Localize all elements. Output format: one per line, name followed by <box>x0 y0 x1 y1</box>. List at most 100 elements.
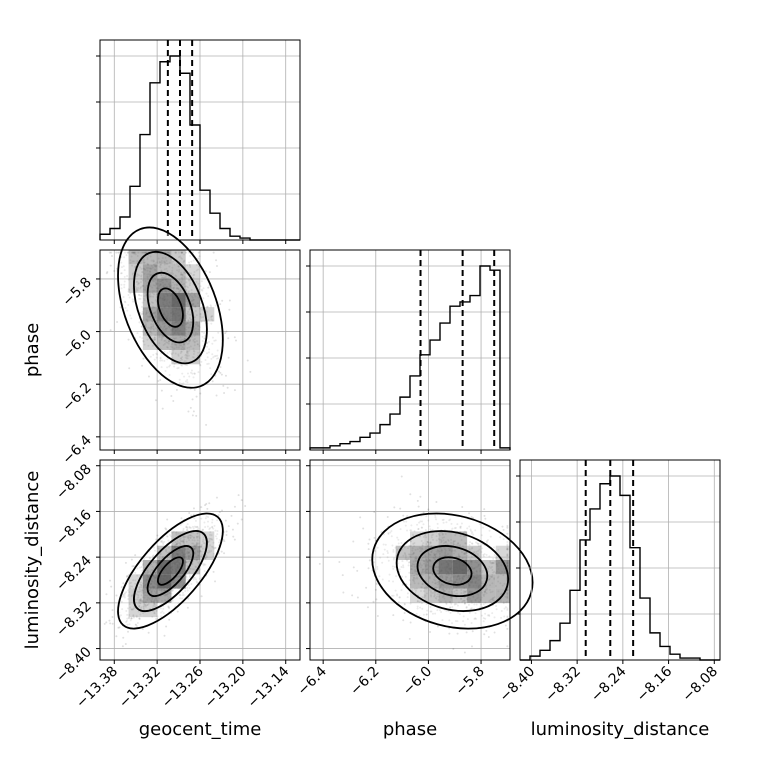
panel-phase-vs-geocent-time-sample-453 <box>149 255 152 258</box>
panel-phase-vs-geocent-time-sample-668 <box>219 303 222 306</box>
panel-phase-vs-geocent-time-sample-796 <box>199 392 202 395</box>
panel-phase-vs-geocent-time-sample-972 <box>178 378 181 381</box>
panel-phase-vs-geocent-time-sample-722 <box>124 301 127 304</box>
panel-phase-vs-geocent-time-sample-1116 <box>218 370 221 373</box>
panel-phase-vs-geocent-time-sample-979 <box>106 271 109 274</box>
panel-luminosity-distance-vs-phase-sample-618 <box>400 475 403 478</box>
panel-phase-vs-geocent-time-sample-461 <box>172 272 175 275</box>
panel-phase-vs-geocent-time-sample-626 <box>143 343 146 346</box>
panel-phase-vs-geocent-time-sample-736 <box>188 308 191 311</box>
panel-luminosity-distance-vs-geocent-time-sample-1106 <box>186 606 189 609</box>
panel-phase-vs-geocent-time-sample-950 <box>170 260 173 263</box>
panel-phase-vs-geocent-time-sample-570 <box>207 351 210 354</box>
panel-luminosity-distance-vs-geocent-time-sample-1387 <box>111 616 114 619</box>
panel-phase-vs-geocent-time-sample-1069 <box>136 251 139 254</box>
panel-luminosity-distance-vs-geocent-time-sample-940 <box>200 595 203 598</box>
panel-luminosity-distance-vs-phase-sample-1166 <box>436 625 439 628</box>
panel-phase-vs-geocent-time-sample-582 <box>140 267 143 270</box>
panel-phase-vs-geocent-time-sample-435 <box>183 260 186 263</box>
panel-phase-vs-geocent-time-sample-740 <box>123 269 126 272</box>
panel-phase-vs-geocent-time-sample-893 <box>141 305 144 308</box>
panel-phase-vs-geocent-time-sample-43 <box>170 395 173 398</box>
panel-phase-vs-geocent-time-sample-1003 <box>150 323 153 326</box>
panel-phase-vs-geocent-time-sample-1114 <box>194 316 197 319</box>
panel-phase-vs-geocent-time-sample-639 <box>148 295 151 298</box>
panel-phase-vs-geocent-time-sample-1062 <box>140 294 143 297</box>
xtick-label-geocent-time-4: −13.14 <box>245 663 293 711</box>
panel-phase-vs-geocent-time-sample-669 <box>192 338 195 341</box>
panel-luminosity-distance-vs-phase-sample-69 <box>367 548 370 551</box>
panel-phase-vs-geocent-time-sample-112 <box>213 339 216 342</box>
panel-luminosity-distance-vs-phase-sample-1031 <box>483 633 486 636</box>
panel-phase-vs-geocent-time-sample-46 <box>215 357 218 360</box>
panel-phase-vs-geocent-time-sample-1027 <box>172 281 175 284</box>
panel-phase-vs-geocent-time-sample-29 <box>136 280 139 283</box>
panel-phase-hist <box>306 249 511 454</box>
panel-phase-vs-geocent-time-sample-518 <box>201 339 204 342</box>
panel-phase-vs-geocent-time-sample-931 <box>190 288 193 291</box>
panel-phase-vs-geocent-time-sample-59 <box>178 256 181 259</box>
panel-phase-vs-geocent-time-sample-3 <box>186 312 189 315</box>
panel-phase-vs-geocent-time-sample-1050 <box>191 372 194 375</box>
panel-phase-vs-geocent-time-sample-743 <box>185 341 188 344</box>
panel-phase-vs-geocent-time-sample-179 <box>160 269 163 272</box>
panel-phase-vs-geocent-time-sample-285 <box>136 289 139 292</box>
panel-phase-vs-geocent-time-sample-198 <box>168 265 171 268</box>
panel-luminosity-distance-vs-phase-sample-287 <box>408 637 411 640</box>
panel-luminosity-distance-vs-geocent-time-sample-580 <box>231 528 234 531</box>
panel-luminosity-distance-vs-phase-sample-1055 <box>409 621 412 624</box>
panel-phase-vs-geocent-time-sample-940 <box>135 275 138 278</box>
panel-phase-vs-geocent-time-sample-238 <box>158 335 161 338</box>
xtick-label-phase-1: −6.2 <box>347 664 382 699</box>
panel-phase-vs-geocent-time-sample-608 <box>170 343 173 346</box>
panel-phase-vs-geocent-time-sample-730 <box>141 337 144 340</box>
panel-phase-vs-geocent-time-sample-205 <box>210 322 213 325</box>
panel-phase-vs-geocent-time-sample-190 <box>177 265 180 268</box>
panel-phase-vs-geocent-time <box>96 226 301 454</box>
panel-phase-vs-geocent-time-sample-716 <box>190 260 193 263</box>
ytick-label-phase-2: −6.0 <box>59 327 94 362</box>
panel-phase-vs-geocent-time-sample-616 <box>171 357 174 360</box>
panel-phase-vs-geocent-time-sample-925 <box>173 363 176 366</box>
panel-phase-vs-geocent-time-sample-403 <box>170 352 173 355</box>
panel-phase-vs-geocent-time-sample-945 <box>195 269 198 272</box>
panel-phase-vs-geocent-time-sample-883 <box>160 335 163 338</box>
panel-luminosity-distance-vs-geocent-time-sample-789 <box>223 552 226 555</box>
panel-luminosity-distance-vs-phase-sample-617 <box>468 512 471 515</box>
panel-phase-vs-geocent-time-sample-267 <box>158 261 161 264</box>
panel-phase-vs-geocent-time-sample-662 <box>206 341 209 344</box>
panel-phase-vs-geocent-time-sample-1047 <box>193 372 196 375</box>
panel-luminosity-distance-vs-geocent-time-sample-855 <box>215 496 218 499</box>
panel-phase-vs-geocent-time-sample-166 <box>127 338 130 341</box>
panel-luminosity-distance-vs-geocent-time-sample-768 <box>176 610 179 613</box>
panel-luminosity-distance-vs-phase-sample-722 <box>470 645 473 648</box>
panel-phase-vs-geocent-time-sample-835 <box>175 344 178 347</box>
panel-luminosity-distance-vs-phase-sample-1272 <box>367 542 370 545</box>
panel-phase-vs-geocent-time-sample-700 <box>188 313 191 316</box>
panel-phase-vs-geocent-time-sample-850 <box>131 260 134 263</box>
panel-phase-vs-geocent-time-sample-37 <box>142 259 145 262</box>
panel-phase-vs-geocent-time-sample-498 <box>138 297 141 300</box>
panel-phase-vs-geocent-time-sample-21 <box>159 359 162 362</box>
panel-phase-vs-geocent-time-sample-138 <box>150 295 153 298</box>
panel-phase-vs-geocent-time-sample-780 <box>198 255 201 258</box>
panel-phase-vs-geocent-time-sample-874 <box>133 251 136 254</box>
panel-luminosity-distance-vs-geocent-time-sample-724 <box>232 535 235 538</box>
panel-phase-vs-geocent-time-sample-824 <box>169 345 172 348</box>
panel-phase-vs-geocent-time-sample-434 <box>119 306 122 309</box>
panel-luminosity-distance-vs-geocent-time-sample-110 <box>121 645 124 648</box>
panel-phase-vs-geocent-time-sample-769 <box>182 261 185 264</box>
panel-phase-vs-geocent-time-sample-465 <box>163 268 166 271</box>
panel-phase-vs-geocent-time-sample-901 <box>162 276 165 279</box>
panel-phase-vs-geocent-time-sample-973 <box>172 287 175 290</box>
panel-phase-vs-geocent-time-sample-488 <box>183 259 186 262</box>
panel-phase-vs-geocent-time-sample-928 <box>138 321 141 324</box>
panel-phase-vs-geocent-time-sample-156 <box>129 261 132 264</box>
panel-phase-vs-geocent-time-sample-923 <box>110 255 113 258</box>
panel-luminosity-distance-hist-grid <box>516 460 720 664</box>
panel-phase-vs-geocent-time-sample-517 <box>139 266 142 269</box>
panel-phase-vs-geocent-time-sample-478 <box>180 348 183 351</box>
panel-phase-vs-geocent-time-sample-174 <box>183 375 186 378</box>
panel-phase-vs-geocent-time-sample-860 <box>130 251 133 254</box>
